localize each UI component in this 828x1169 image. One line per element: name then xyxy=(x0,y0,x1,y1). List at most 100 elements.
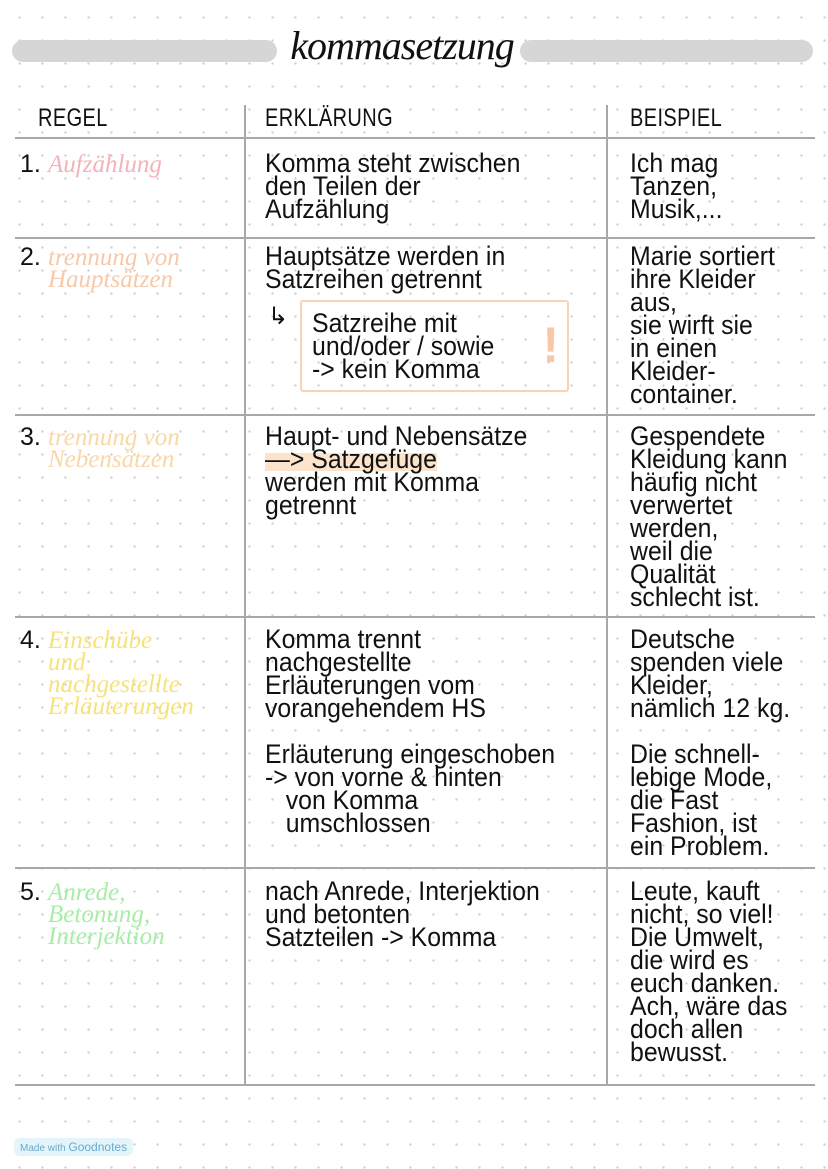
row-divider xyxy=(15,867,815,869)
text-line: Komma steht zwischen xyxy=(265,148,521,178)
note-line: und/oder / sowie xyxy=(312,331,495,361)
explanation-text: nach Anrede, Interjektion und betonten Sat… xyxy=(265,878,540,952)
text-line: Hauptsätzen xyxy=(48,266,173,293)
rule-label: trennung von Nebensätzen xyxy=(48,424,180,473)
rule-label: Aufzählung xyxy=(48,151,162,178)
text-line: nachgestellte xyxy=(265,647,412,677)
text-line: Leute, kauft xyxy=(630,876,760,906)
text-line: Anrede, xyxy=(48,879,126,906)
text-line: verwertet xyxy=(630,490,733,520)
text-line: -> von vorne & hinten xyxy=(265,762,502,792)
text-line: trennung von xyxy=(48,424,180,451)
note-box: Satzreihe mit und/oder / sowie -> kein Kom… xyxy=(300,300,569,392)
text-line: die Fast xyxy=(630,785,719,815)
text-line: Tanzen, xyxy=(630,171,718,201)
text-line: in einen xyxy=(630,333,718,363)
text-line: häufig nicht xyxy=(630,467,758,497)
text-line: werden mit Komma xyxy=(265,467,479,497)
text-line: Qualität xyxy=(630,559,716,589)
text-line: Kleider, xyxy=(630,670,713,700)
text-line: schlecht ist. xyxy=(630,582,760,612)
text-line: Ach, wäre das xyxy=(630,991,788,1021)
text-line: container. xyxy=(630,379,738,409)
explanation-text-2: Erläuterung eingeschoben -> von vorne & h… xyxy=(265,739,556,838)
example-text: Deutsche spenden viele Kleider, nämlich 12 … xyxy=(630,626,791,723)
text-line: vorangehendem HS xyxy=(265,693,486,723)
row-divider xyxy=(15,414,815,416)
text-line: nämlich 12 kg. xyxy=(630,693,791,723)
explanation-text: Komma steht zwischen den Teilen der Aufzäh… xyxy=(265,148,521,224)
text-line: Aufzählung xyxy=(48,151,162,178)
text-line: Komma trennt xyxy=(265,624,422,654)
text-line: Musik,... xyxy=(630,194,723,224)
text-line: nicht, so viel! xyxy=(630,899,774,929)
goodnotes-badge: Made with Goodnotes xyxy=(14,1138,134,1156)
column-divider xyxy=(606,105,608,1085)
title-decoration-left xyxy=(12,40,277,62)
row-divider xyxy=(15,616,815,618)
text-line: Gespendete xyxy=(630,421,766,451)
text-line: und xyxy=(48,649,86,676)
text-line: Erläuterungen xyxy=(48,693,194,720)
text-line: Kleider- xyxy=(630,356,716,386)
text-line: aus, xyxy=(630,287,677,317)
text-line: sie wirft sie xyxy=(630,310,753,340)
text-line: umschlossen xyxy=(265,808,431,838)
text-line: euch danken. xyxy=(630,968,780,998)
example-text-2: Die schnell-lebige Mode, die Fast Fashion,… xyxy=(630,741,773,861)
text-line: Hauptsätze werden in xyxy=(265,241,506,271)
rule-label: Anrede, Betonung, Interjektion xyxy=(48,879,165,950)
explanation-text: Haupt- und Nebensätze —> Satzgefüge werden… xyxy=(265,423,527,520)
text-line: Satzteilen -> Komma xyxy=(265,922,497,952)
text-line: Fashion, ist xyxy=(630,808,758,838)
example-text: Ich mag Tanzen, Musik,... xyxy=(630,150,723,224)
example-text: Marie sortiert ihre Kleider aus, sie wirft … xyxy=(630,243,775,409)
note-text: Satzreihe mit und/oder / sowie -> kein Kom… xyxy=(312,310,495,384)
text-line: Nebensätzen xyxy=(48,446,175,473)
text-line: ein Problem. xyxy=(630,831,770,861)
rule-number: 1. xyxy=(20,150,41,178)
text-line: —> Satzgefüge xyxy=(265,444,527,474)
text-line: und betonten xyxy=(265,899,411,929)
text-line: Einschübe xyxy=(48,627,153,654)
text-line: Interjektion xyxy=(48,923,165,950)
example-text: Gespendete Kleidung kann häufig nicht verwe… xyxy=(630,421,788,612)
text-line: Satzreihen getrennt xyxy=(265,264,482,294)
header-explanation: ERKLÄRUNG xyxy=(265,104,394,132)
explanation-text: Komma trennt nachgestellte Erläuterungen v… xyxy=(265,624,486,723)
rule-label: trennung von Hauptsätzen xyxy=(48,244,180,293)
brand-text: Goodnotes xyxy=(68,1140,128,1154)
rule-label: Einschübe und nachgestellte Erläuterungen xyxy=(48,627,194,720)
row-divider xyxy=(15,237,815,239)
header-example: BEISPIEL xyxy=(630,104,723,132)
row-divider xyxy=(15,1084,815,1086)
text-line: den Teilen der xyxy=(265,171,421,201)
text-line: Erläuterungen vom xyxy=(265,670,475,700)
text-line: weil die xyxy=(630,536,713,566)
text-line: trennung von xyxy=(48,244,180,271)
text-line: doch allen xyxy=(630,1014,744,1044)
rule-number: 4. xyxy=(20,626,41,654)
example-text: Leute, kauft nicht, so viel! Die Umwelt, di… xyxy=(630,876,788,1066)
text-line: Die Umwelt, xyxy=(630,922,764,952)
rule-number: 3. xyxy=(20,423,41,451)
text-line: lebige Mode, xyxy=(630,762,773,792)
column-divider xyxy=(244,105,246,1085)
text-line: von Komma xyxy=(265,785,419,815)
arrow-hook-icon: ↳ xyxy=(268,303,289,330)
highlighted-text: —> Satzgefüge xyxy=(265,444,437,474)
text-line: Aufzählung xyxy=(265,194,390,224)
text-line: werden, xyxy=(630,513,719,543)
text-line: ihre Kleider xyxy=(630,264,756,294)
text-line: Erläuterung eingeschoben xyxy=(265,739,556,769)
exclamation-icon: ! xyxy=(542,317,559,373)
text-line: Betonung, xyxy=(48,901,151,928)
row-divider xyxy=(15,137,815,139)
text-line: getrennt xyxy=(265,490,357,520)
text-line: nachgestellte xyxy=(48,671,180,698)
note-line: -> kein Komma xyxy=(312,354,480,384)
text-line: die wird es xyxy=(630,945,749,975)
rule-number: 5. xyxy=(20,878,41,906)
page-title: kommasetzung xyxy=(290,23,515,68)
text-line: Kleidung kann xyxy=(630,444,788,474)
